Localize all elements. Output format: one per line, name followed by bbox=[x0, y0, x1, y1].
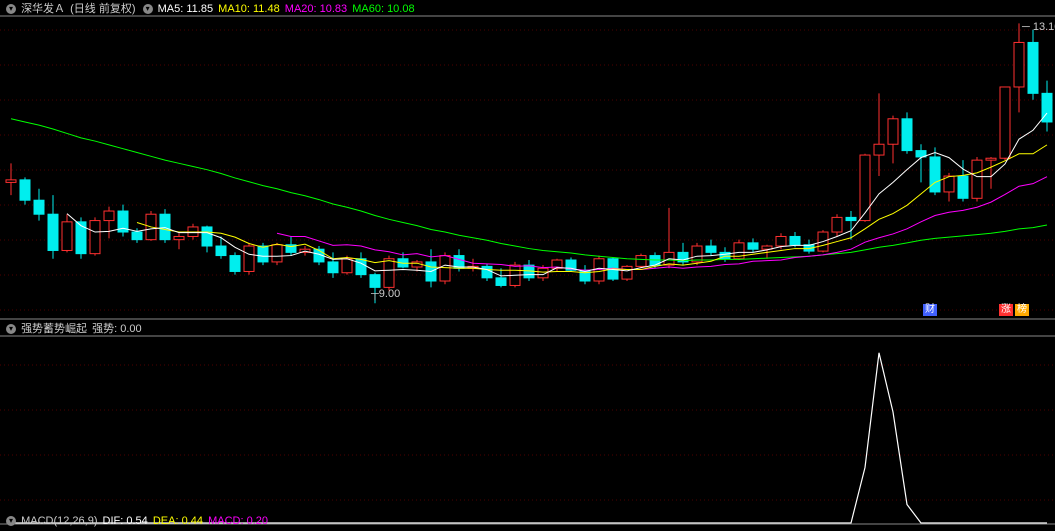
sub-collapse-icon[interactable]: ▾ bbox=[6, 324, 16, 334]
ma60-label: MA60: 10.08 bbox=[352, 3, 414, 15]
ma20-label: MA20: 10.83 bbox=[285, 3, 347, 15]
stock-name: 深华发Ａ bbox=[21, 3, 65, 15]
candle-svg: ─ 13.10 ┬9.00 bbox=[0, 0, 1055, 320]
svg-text:─ 13.10: ─ 13.10 bbox=[1021, 21, 1055, 33]
macd-val-label: MACD: 0.20 bbox=[208, 515, 268, 527]
sub-panel[interactable]: ▾ 强势蓄势崛起 强势: 0.00 bbox=[0, 320, 1055, 525]
sub-header: ▾ 强势蓄势崛起 强势: 0.00 bbox=[0, 320, 144, 336]
collapse-icon[interactable]: ▾ bbox=[6, 4, 16, 14]
badge-bang[interactable]: 榜 bbox=[1015, 304, 1029, 316]
macd-label: MACD(12,26,9) bbox=[21, 515, 97, 527]
period-label: (日线 前复权) bbox=[70, 3, 135, 15]
footer-header: ▾ MACD(12,26,9) DIF: 0.54 DEA: 0.44 MACD… bbox=[0, 515, 270, 531]
ma5-label: MA5: 11.85 bbox=[158, 3, 213, 15]
candle-header: ▾ 深华发Ａ (日线 前复权) ▾ MA5: 11.85 MA10: 11.48… bbox=[0, 0, 417, 16]
ma10-label: MA10: 11.48 bbox=[218, 3, 280, 15]
sub-title: 强势蓄势崛起 bbox=[21, 323, 87, 335]
dif-label: DIF: 0.54 bbox=[103, 515, 148, 527]
svg-text:┬9.00: ┬9.00 bbox=[370, 288, 400, 301]
candle-panel[interactable]: ▾ 深华发Ａ (日线 前复权) ▾ MA5: 11.85 MA10: 11.48… bbox=[0, 0, 1055, 320]
badge-cai[interactable]: 财 bbox=[923, 304, 937, 316]
dea-label: DEA: 0.44 bbox=[153, 515, 203, 527]
badge-zhang[interactable]: 涨 bbox=[999, 304, 1013, 316]
sub-svg bbox=[0, 320, 1055, 525]
expand-icon[interactable]: ▾ bbox=[143, 4, 153, 14]
sub-value: 强势: 0.00 bbox=[92, 323, 142, 335]
